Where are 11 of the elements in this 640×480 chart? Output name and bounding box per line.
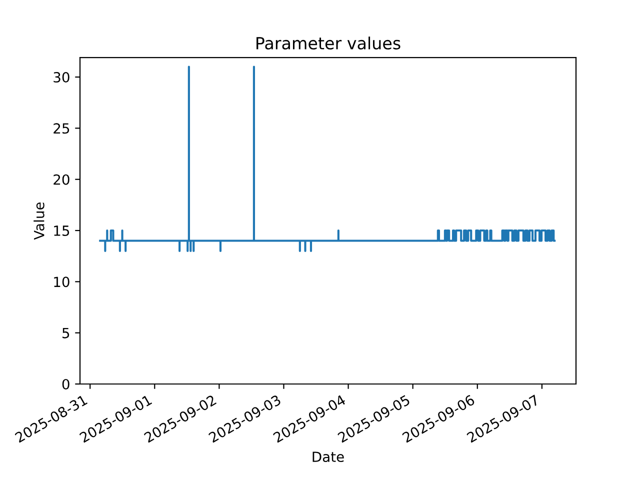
y-tick-label: 30 — [54, 72, 70, 83]
chart-title: Parameter values — [256, 36, 400, 50]
y-tick-label: 10 — [54, 276, 70, 288]
y-tick-label: 25 — [54, 123, 70, 134]
y-tick-label: 15 — [54, 226, 70, 236]
y-tick-label: 0 — [62, 378, 70, 390]
line-series — [99, 66, 556, 252]
y-tick-label: 20 — [54, 174, 70, 185]
y-tick-label: 5 — [62, 328, 70, 338]
x-axis-title: Date — [312, 452, 344, 462]
y-axis-title: Value — [34, 202, 44, 240]
